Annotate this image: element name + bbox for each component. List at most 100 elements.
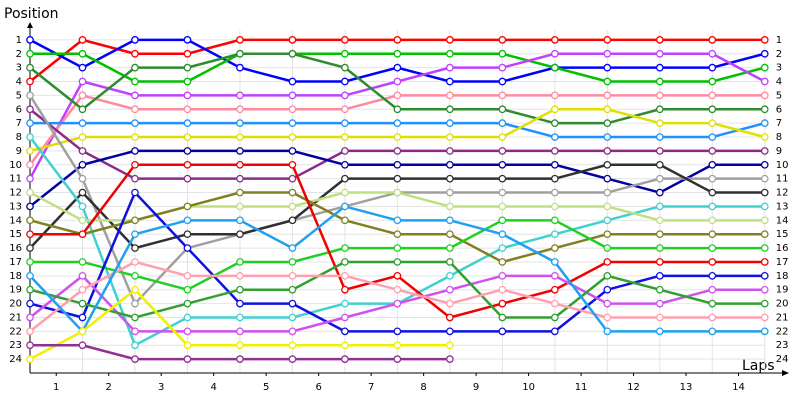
point [760,119,769,128]
point [708,63,717,72]
point [446,36,454,44]
point [498,327,507,336]
y-tick-label-right: 17 [776,257,789,268]
point [341,49,349,58]
y-tick-label-right: 23 [776,340,789,351]
point [446,327,454,336]
point [131,188,139,197]
point [131,230,139,239]
point [446,216,454,225]
point [288,327,297,336]
point [550,119,559,128]
point [655,63,664,72]
point [183,36,192,44]
point [603,271,612,280]
point [78,285,87,294]
point [760,77,769,86]
x-tick-label: 13 [680,382,693,393]
point [708,91,717,100]
point [760,63,769,72]
point [288,285,297,294]
y-tick-label-right: 1 [776,35,782,46]
point [760,230,769,239]
point [393,355,402,363]
point [760,91,769,100]
point [446,341,454,350]
point [288,160,297,169]
point [26,258,34,266]
y-tick-label-right: 18 [776,271,789,282]
point [393,133,402,141]
y-tick-label-right: 22 [776,326,789,337]
point [183,77,192,86]
point [288,49,297,58]
point [550,63,559,72]
point [236,105,244,114]
point [550,230,559,239]
point [655,327,664,336]
point [393,119,402,128]
point [550,105,559,114]
point [550,174,559,183]
point [760,313,769,322]
point [393,160,402,169]
point [498,91,507,100]
point [393,230,402,239]
point [603,230,612,239]
point [603,313,612,322]
point [26,216,34,225]
point [341,355,349,363]
y-tick-label: 20 [9,299,22,310]
point [236,119,244,128]
point [288,299,297,308]
point [341,285,349,294]
point [446,202,454,211]
point [550,160,559,169]
point [655,49,664,58]
point [183,299,192,308]
point [708,160,717,169]
point [498,147,507,155]
point [498,285,507,294]
point [131,49,139,58]
point [183,63,192,72]
point [288,91,297,100]
point [603,119,612,128]
point [603,160,612,169]
point [288,355,297,363]
point [708,258,717,266]
y-axis-label: Position [4,6,59,22]
point [341,216,349,225]
y-tick-label: 10 [9,160,22,171]
point [131,285,139,294]
point [288,188,297,197]
point [78,147,87,155]
y-tick-label: 1 [16,35,22,46]
x-tick-label: 6 [315,382,321,393]
point [131,91,139,100]
point [550,216,559,225]
point [446,63,454,72]
point [760,160,769,169]
point [236,327,244,336]
y-tick-label: 21 [9,312,22,323]
point [26,188,34,197]
y-tick-label: 19 [9,285,22,296]
point [446,258,454,266]
y-tick-label-right: 20 [776,299,789,310]
point [131,63,139,72]
point [393,244,402,252]
point [183,105,192,114]
y-tick-label-right: 9 [776,146,782,157]
point [131,77,139,86]
point [760,299,769,308]
point [498,105,507,114]
y-tick-label: 6 [16,104,22,115]
point [236,216,244,225]
x-tick-label: 12 [627,382,640,393]
point [183,160,192,169]
point [708,285,717,294]
point [708,36,717,44]
point [550,49,559,58]
point [655,105,664,114]
